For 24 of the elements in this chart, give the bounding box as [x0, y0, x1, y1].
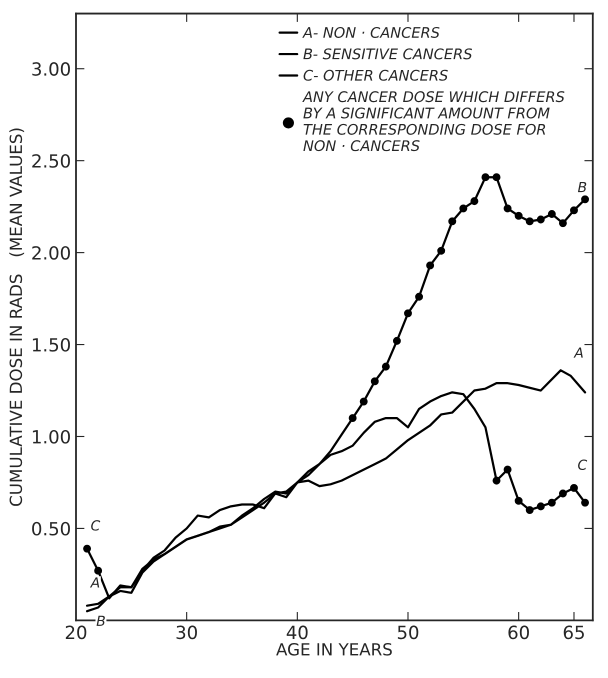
y-tick-label: 0.50 [32, 522, 70, 536]
x-tick-label: 60 [508, 626, 529, 640]
x-tick-label: 20 [66, 626, 86, 640]
annotation: A [574, 348, 583, 358]
y-tick-label: 2.50 [32, 154, 70, 168]
annotation: C [578, 460, 588, 470]
annotation: A [90, 577, 100, 588]
legend-label: A- NON · CANCERS [302, 26, 440, 38]
legend-label: ANY CANCER DOSE WHICH DIFFERS BY A SIGNIFICANT AMOUNT FROM THE CORRESPONDING DOSE FOR NON · CANCERS [302, 91, 564, 152]
legend-label: B- SENSITIVE CANCERS [303, 48, 472, 60]
x-tick-label: 50 [398, 626, 418, 640]
annotation: B [96, 616, 105, 626]
annotation: C [91, 520, 100, 531]
x-tick-label: 30 [176, 626, 197, 640]
y-axis-title: CUMULATIVE DOSE IN RADS (MEAN VALUES) [9, 128, 24, 506]
y-tick-label: 1.50 [32, 338, 70, 352]
x-tick-label: 40 [286, 626, 308, 640]
legend-label: C- OTHER CANCERS [304, 70, 448, 81]
y-tick-label: 3.00 [32, 62, 70, 76]
annotation: B [578, 182, 586, 192]
x-axis-title: AGE IN YEARS [276, 643, 392, 656]
y-tick-label: 1.00 [32, 430, 70, 444]
y-tick-label: 2.00 [32, 246, 70, 260]
x-tick-label: 65 [564, 626, 584, 640]
